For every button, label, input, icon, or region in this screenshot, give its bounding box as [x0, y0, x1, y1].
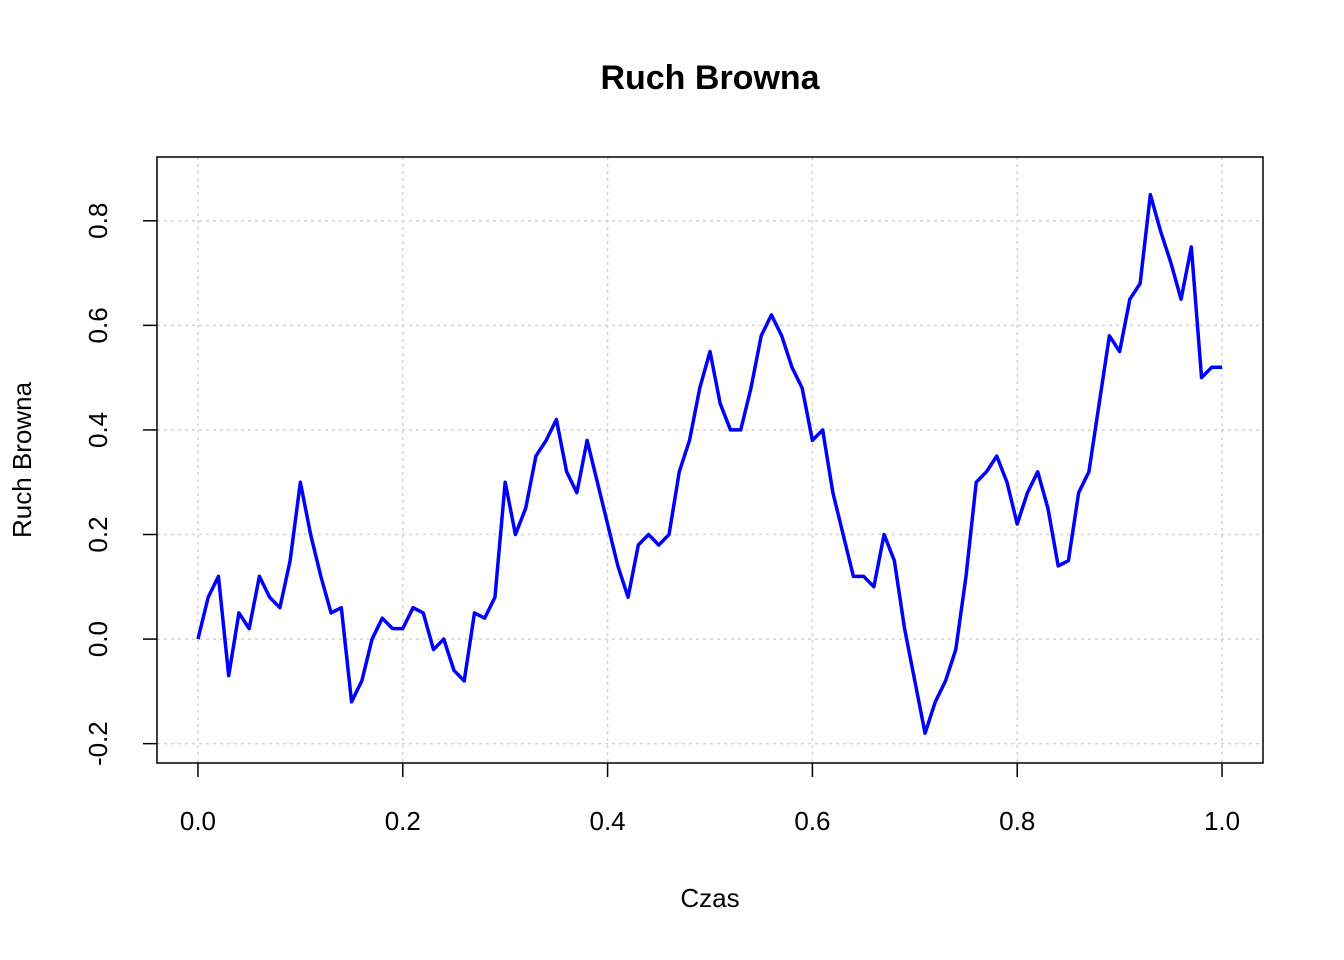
y-tick-label: 0.2	[83, 516, 113, 552]
data-line	[196, 192, 1223, 735]
y-tick-label: 0.6	[83, 307, 113, 343]
y-axis-label: Ruch Browna	[7, 381, 37, 538]
y-tick-label: -0.2	[83, 721, 113, 766]
x-axis-label: Czas	[680, 883, 739, 913]
plot-frame	[156, 156, 1264, 764]
x-tick-label: 1.0	[1204, 806, 1240, 836]
x-tick-label: 0.0	[180, 806, 216, 836]
x-tick-label: 0.8	[999, 806, 1035, 836]
chart-title: Ruch Browna	[600, 59, 820, 97]
x-tick-label: 0.2	[385, 806, 421, 836]
x-tick-label: 0.6	[794, 806, 830, 836]
y-tick-label: 0.4	[83, 412, 113, 448]
x-tick-label: 0.4	[590, 806, 626, 836]
y-tick-label: 0.0	[83, 621, 113, 657]
y-tick-label: 0.8	[83, 203, 113, 239]
